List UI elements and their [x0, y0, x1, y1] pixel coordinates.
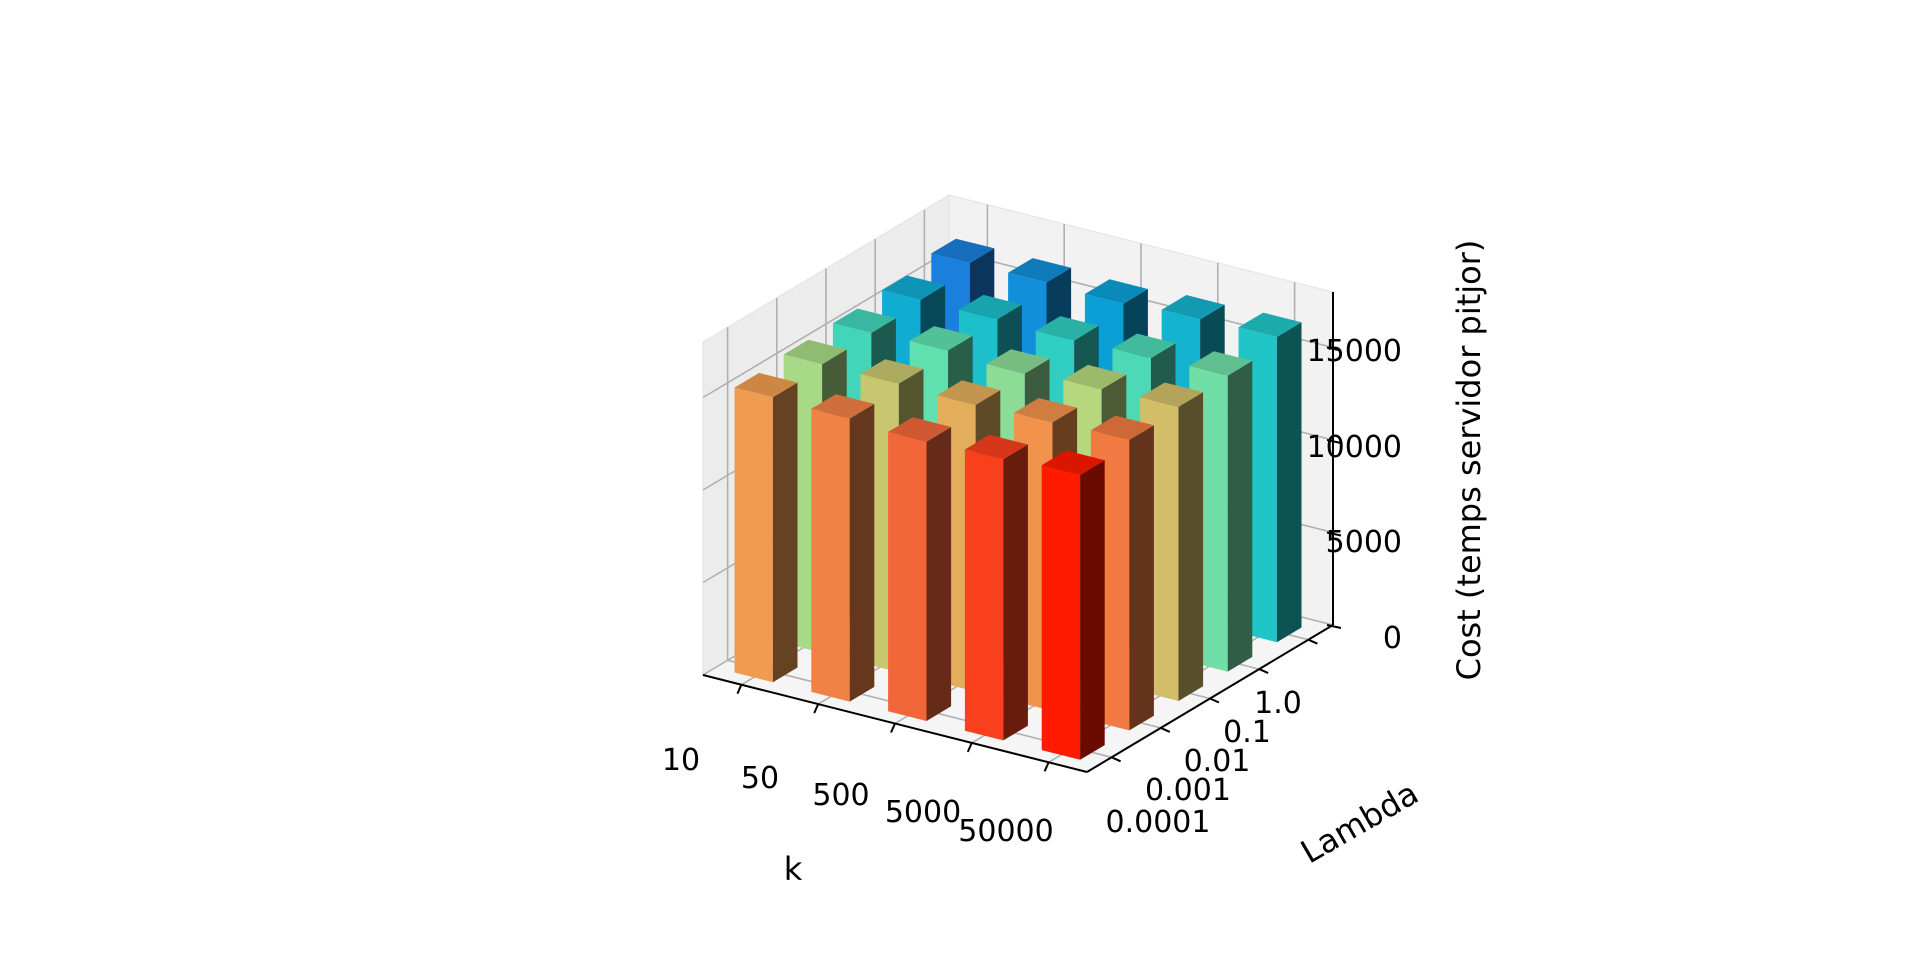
- x-tick-mark: [736, 684, 743, 695]
- bar-front-face: [734, 387, 773, 683]
- bar-top-face: [1041, 450, 1105, 475]
- bar-front-face: [888, 431, 927, 721]
- bar-side-face: [772, 382, 798, 683]
- z-axis-label: Cost (temps servidor pitjor): [1450, 240, 1488, 681]
- bar-top-face: [783, 339, 847, 365]
- z-tick-mark: [1326, 346, 1342, 352]
- y-tick-label: 1.0: [1254, 686, 1302, 721]
- y-tick-label: 0.1: [1223, 715, 1271, 750]
- y-tick-label: 0.0001: [1106, 805, 1211, 840]
- bar-top-face: [1063, 364, 1127, 390]
- y-tick-mark: [1111, 756, 1122, 763]
- bar-500-0.0001: [888, 417, 952, 721]
- bar-5000-0.0001: [964, 434, 1028, 741]
- z-tick-label: 10000: [1307, 430, 1402, 465]
- x-tick-mark: [890, 723, 896, 733]
- x-tick-mark: [966, 742, 973, 753]
- bar-top-face: [1161, 295, 1225, 320]
- bar-top-face: [734, 372, 798, 398]
- bar-50000-0.0001: [1041, 450, 1105, 760]
- bar-top-face: [964, 434, 1028, 460]
- x-tick-mark: [1043, 761, 1050, 772]
- bar-top-face: [1035, 316, 1099, 341]
- bar-top-face: [888, 417, 952, 442]
- bar-front-face: [964, 449, 1004, 741]
- y-tick-mark: [1307, 638, 1318, 645]
- x-tick-label: 10: [662, 743, 700, 778]
- bar-side-face: [1003, 444, 1028, 741]
- bar-top-face: [986, 349, 1050, 374]
- bar-side-face: [849, 403, 875, 702]
- chart-bars: [734, 238, 1302, 760]
- x-tick-label: 50000: [958, 814, 1053, 849]
- bar-top-face: [1140, 382, 1204, 407]
- y-tick-label: 0.01: [1184, 744, 1251, 779]
- x-tick-label: 5000: [885, 795, 961, 830]
- bar-top-face: [860, 359, 924, 384]
- bar-top-face: [1008, 258, 1072, 283]
- bar-side-face: [1080, 460, 1105, 760]
- bar-side-face: [1276, 322, 1302, 643]
- x-tick-label: 50: [741, 761, 779, 796]
- y-tick-mark: [1258, 668, 1269, 675]
- x-axis-label: k: [784, 850, 803, 888]
- bar-10-0.0001: [734, 372, 798, 683]
- bar-front-face: [811, 408, 850, 702]
- bar-side-face: [1227, 360, 1253, 672]
- z-tick-mark: [1326, 531, 1342, 537]
- x-tick-mark: [813, 703, 820, 714]
- z-tick-label: 15000: [1307, 334, 1402, 369]
- y-tick-mark: [1209, 697, 1220, 704]
- bar-top-face: [882, 275, 946, 300]
- z-tick-label: 0: [1383, 621, 1402, 656]
- z-tick-mark: [1326, 439, 1342, 444]
- bar-top-face: [1238, 312, 1302, 337]
- bar-front-face: [1041, 465, 1081, 760]
- bar-top-face: [811, 394, 875, 419]
- y-axis-label: Lambda: [1294, 774, 1425, 871]
- bar-side-face: [1178, 392, 1204, 701]
- z-tick-label: 5000: [1326, 525, 1402, 560]
- y-tick-label: 0.001: [1145, 773, 1231, 808]
- bar-top-face: [1014, 398, 1078, 423]
- x-tick-label: 500: [812, 778, 869, 813]
- bar-top-face: [1090, 415, 1154, 440]
- bar-top-face: [937, 380, 1001, 405]
- bar-top-face: [1112, 333, 1176, 359]
- bar-top-face: [958, 294, 1022, 320]
- bar-top-face: [909, 326, 973, 351]
- y-tick-mark: [1160, 726, 1171, 733]
- bar-50-0.0001: [811, 394, 875, 702]
- bar-top-face: [1084, 279, 1148, 304]
- bar-side-face: [926, 427, 952, 721]
- chart-axes: [702, 292, 1342, 773]
- bar-top-face: [931, 238, 995, 263]
- z-tick-mark: [1326, 624, 1342, 629]
- bar-side-face: [1129, 425, 1154, 731]
- bar-top-face: [1189, 351, 1253, 376]
- bar-top-face: [832, 308, 896, 333]
